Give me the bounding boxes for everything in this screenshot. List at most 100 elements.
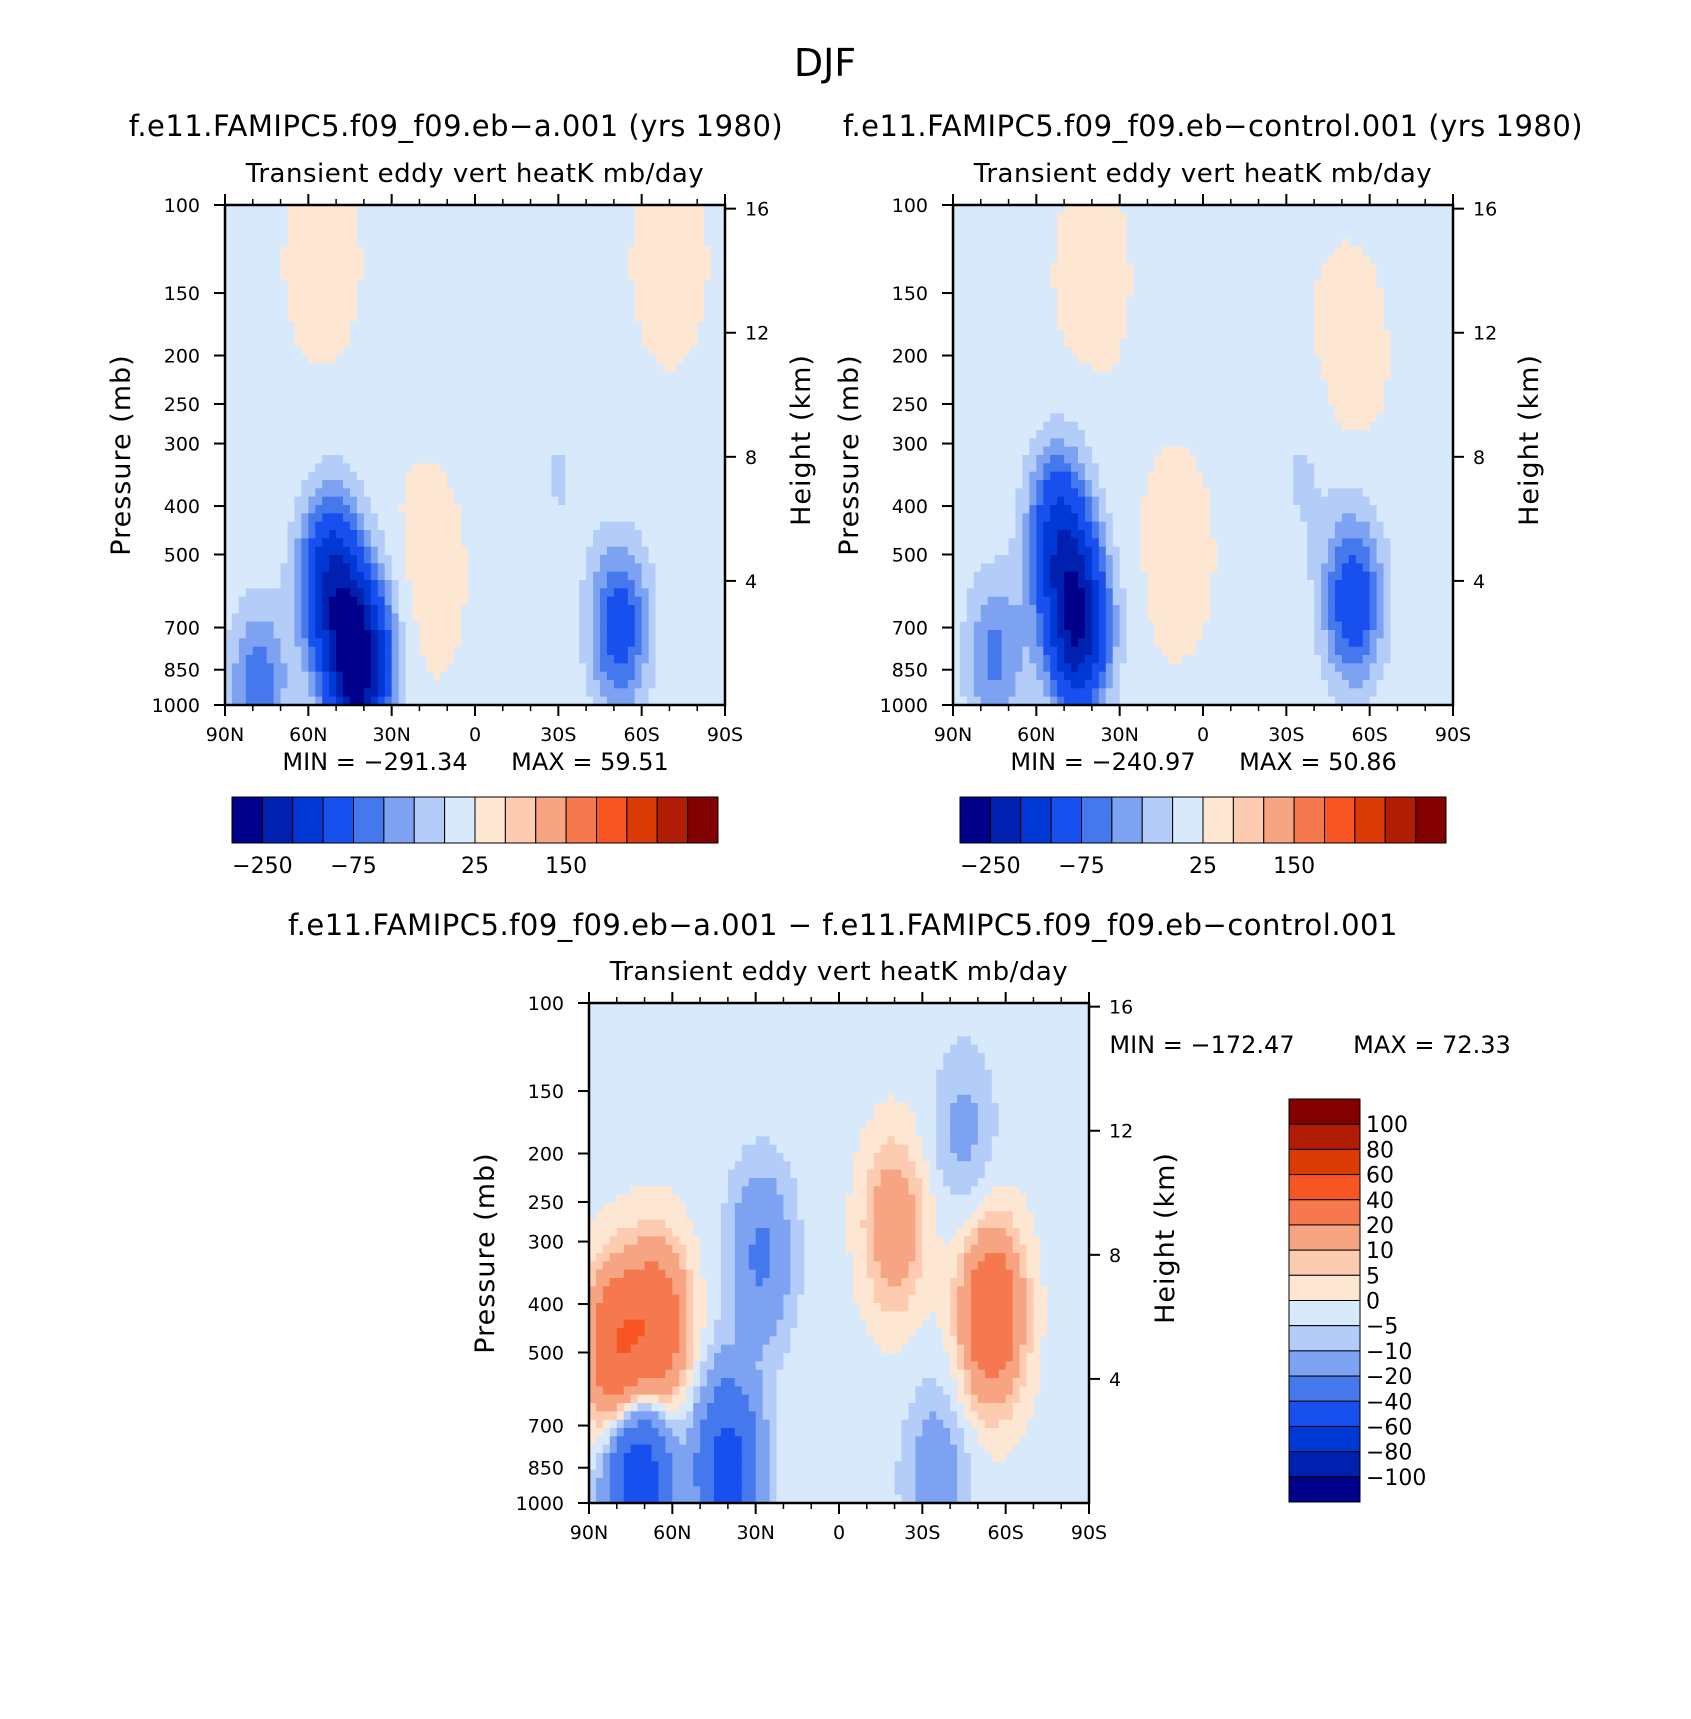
contour-cell bbox=[308, 480, 316, 489]
contour-cell bbox=[363, 696, 372, 705]
contour-cell bbox=[405, 521, 414, 531]
contour-cell bbox=[370, 496, 379, 506]
contour-cell bbox=[1355, 221, 1364, 231]
contour-cell bbox=[454, 496, 462, 506]
contour-cell bbox=[419, 538, 427, 548]
contour-cell bbox=[377, 413, 386, 423]
contour-cell bbox=[648, 563, 657, 573]
contour-cell bbox=[1105, 263, 1114, 273]
contour-cell bbox=[447, 638, 455, 648]
contour-cell bbox=[690, 205, 698, 214]
contour-cell bbox=[336, 546, 344, 556]
contour-cell bbox=[669, 288, 677, 298]
contour-cell bbox=[613, 480, 622, 489]
contour-cell bbox=[551, 438, 559, 448]
contour-cell bbox=[593, 430, 601, 439]
contour-cell bbox=[987, 255, 996, 264]
contour-cell bbox=[690, 696, 698, 705]
contour-cell bbox=[377, 213, 386, 223]
contour-cell bbox=[558, 421, 566, 431]
contour-cell bbox=[718, 630, 725, 639]
contour-cell bbox=[1216, 255, 1225, 264]
contour-cell bbox=[308, 288, 316, 298]
contour-cell bbox=[405, 596, 414, 606]
contour-cell bbox=[377, 288, 386, 298]
contour-cell bbox=[252, 471, 261, 481]
contour-cell bbox=[481, 680, 490, 689]
contour-cell bbox=[426, 338, 434, 348]
contour-cell bbox=[641, 213, 650, 223]
contour-cell bbox=[600, 371, 608, 381]
contour-cell bbox=[1168, 221, 1176, 231]
contour-cell bbox=[704, 488, 712, 498]
contour-cell bbox=[329, 621, 337, 631]
contour-cell bbox=[266, 671, 275, 681]
contour-cell bbox=[384, 313, 393, 323]
contour-cell bbox=[231, 555, 240, 564]
contour-cell bbox=[266, 363, 275, 373]
contour-cell bbox=[1230, 246, 1239, 256]
contour-cell bbox=[1119, 205, 1128, 214]
contour-cell bbox=[1411, 238, 1419, 248]
contour-cell bbox=[488, 471, 497, 481]
contour-cell bbox=[697, 571, 705, 581]
contour-cell bbox=[398, 571, 407, 581]
contour-cell bbox=[454, 396, 462, 406]
contour-cell bbox=[481, 355, 490, 364]
contour-cell bbox=[454, 380, 462, 389]
contour-cell bbox=[245, 555, 254, 564]
contour-cell bbox=[336, 605, 344, 614]
contour-cell bbox=[683, 438, 691, 448]
contour-cell bbox=[551, 521, 559, 531]
contour-cell bbox=[398, 371, 407, 381]
contour-cell bbox=[523, 663, 532, 673]
contour-cell bbox=[433, 663, 441, 673]
contour-cell bbox=[558, 380, 566, 389]
contour-cell bbox=[593, 580, 601, 589]
contour-cell bbox=[350, 396, 358, 406]
contour-cell bbox=[447, 405, 455, 414]
contour-cell bbox=[1064, 221, 1072, 231]
contour-cell bbox=[648, 280, 657, 289]
contour-cell bbox=[676, 488, 684, 498]
contour-cell bbox=[475, 371, 483, 381]
contour-cell bbox=[1411, 221, 1419, 231]
contour-cell bbox=[363, 638, 372, 648]
contour-cell bbox=[690, 246, 698, 256]
contour-cell bbox=[1036, 255, 1044, 264]
contour-cell bbox=[655, 238, 664, 248]
contour-cell bbox=[704, 621, 712, 631]
contour-cell bbox=[370, 696, 379, 705]
contour-cell bbox=[690, 571, 698, 581]
contour-cell bbox=[301, 413, 309, 423]
contour-cell bbox=[412, 605, 421, 614]
contour-cell bbox=[1001, 230, 1010, 239]
contour-cell bbox=[405, 638, 414, 648]
contour-cell bbox=[384, 321, 393, 331]
contour-cell bbox=[433, 463, 441, 473]
contour-cell bbox=[718, 580, 725, 589]
contour-cell bbox=[516, 505, 525, 514]
contour-cell bbox=[419, 330, 427, 339]
contour-cell bbox=[655, 413, 664, 423]
contour-cell bbox=[329, 496, 337, 506]
contour-cell bbox=[370, 505, 379, 514]
contour-cell bbox=[322, 538, 330, 548]
panel-b-contour-field bbox=[953, 205, 1453, 705]
contour-cell bbox=[704, 396, 712, 406]
contour-cell bbox=[468, 530, 476, 539]
contour-cell bbox=[620, 421, 629, 431]
contour-cell bbox=[245, 413, 254, 423]
panel-a: f.e11.FAMIPC5.f09_f09.eb−a.001 (yrs 1980… bbox=[106, 109, 817, 879]
contour-cell bbox=[523, 413, 532, 423]
colorbar-swatch bbox=[413, 796, 446, 844]
contour-cell bbox=[238, 671, 247, 681]
contour-cell bbox=[461, 280, 469, 289]
contour-cell bbox=[419, 255, 427, 264]
contour-cell bbox=[377, 305, 386, 314]
contour-cell bbox=[662, 488, 671, 498]
contour-cell bbox=[440, 238, 448, 248]
contour-cell bbox=[711, 405, 719, 414]
contour-cell bbox=[1189, 263, 1197, 273]
contour-cell bbox=[1022, 263, 1030, 273]
